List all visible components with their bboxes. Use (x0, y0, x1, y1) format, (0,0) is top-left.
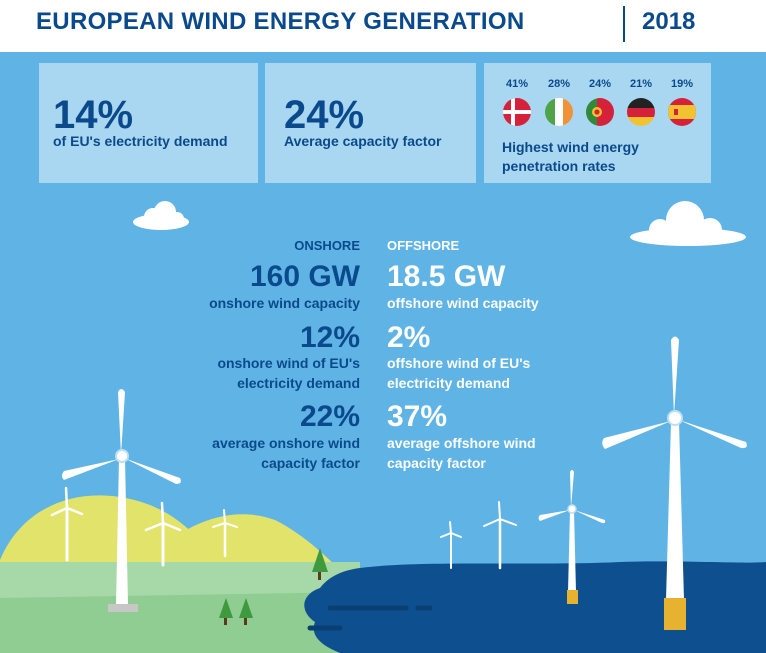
onshore-demand-label: electricity demand (237, 375, 360, 391)
onshore-factor-label: average onshore wind (212, 435, 360, 451)
demand-share-card: 14% of EU's electricity demand (39, 63, 258, 183)
wind-turbine-icon (144, 501, 182, 567)
flag-percent: 28% (547, 78, 571, 90)
grassland (0, 592, 360, 653)
onshore-heading: ONSHORE (294, 238, 360, 253)
flag-percent: 21% (629, 78, 653, 90)
capacity-factor-card: 24% Average capacity factor (265, 63, 476, 183)
portugal-flag-icon (586, 98, 614, 126)
wind-turbine-icon (602, 336, 747, 630)
cloud-icon (630, 201, 746, 246)
onshore-capacity-value: 160 GW (249, 260, 360, 293)
tree-icon (219, 598, 233, 625)
onshore-demand-label: onshore wind of EU's (217, 355, 360, 371)
flag-percent: 19% (670, 78, 694, 90)
offshore-factor-label: average offshore wind (387, 435, 536, 451)
wind-turbine-icon (538, 470, 606, 604)
tree-icon (312, 548, 328, 580)
capacity-factor-label: Average capacity factor (284, 133, 442, 149)
onshore-factor-value: 22% (299, 400, 360, 433)
onshore-demand-value: 12% (299, 321, 360, 354)
header-bar: EUROPEAN WIND ENERGY GENERATION 2018 (0, 0, 766, 52)
onshore-factor-label: capacity factor (261, 455, 360, 471)
offshore-heading: OFFSHORE (387, 238, 460, 253)
demand-share-label: of EU's electricity demand (53, 133, 228, 149)
offshore-capacity-label: offshore wind capacity (387, 295, 539, 311)
divider (623, 6, 625, 42)
germany-flag-icon (627, 98, 655, 126)
wind-turbine-icon (483, 501, 517, 570)
cloud-icon (133, 201, 189, 230)
flag-percent: 24% (588, 78, 612, 90)
offshore-demand-value: 2% (387, 321, 431, 354)
offshore-factor-label: capacity factor (387, 455, 486, 471)
offshore-demand-label: electricity demand (387, 375, 510, 391)
denmark-flag-icon (503, 98, 531, 126)
spain-flag-icon (668, 98, 696, 126)
hill (150, 514, 345, 575)
page-title: EUROPEAN WIND ENERGY GENERATION (36, 8, 525, 35)
penetration-label: Highest wind energy penetration rates (502, 139, 639, 174)
offshore-demand-label: offshore wind of EU's (387, 355, 531, 371)
tree-icon (239, 598, 253, 625)
onshore-capacity-label: onshore wind capacity (209, 295, 360, 311)
wind-turbine-icon (50, 486, 84, 562)
demand-share-value: 14% (53, 93, 134, 137)
flag-percent: 41% (505, 78, 529, 90)
offshore-capacity-value: 18.5 GW (387, 260, 506, 293)
ireland-flag-icon (545, 98, 573, 126)
wind-turbine-icon (440, 521, 462, 569)
wind-turbine-icon (62, 389, 181, 612)
capacity-factor-value: 24% (284, 93, 365, 137)
offshore-factor-value: 37% (387, 400, 448, 433)
wind-turbine-icon (212, 509, 238, 558)
year-label: 2018 (642, 8, 696, 35)
sea (304, 561, 766, 653)
